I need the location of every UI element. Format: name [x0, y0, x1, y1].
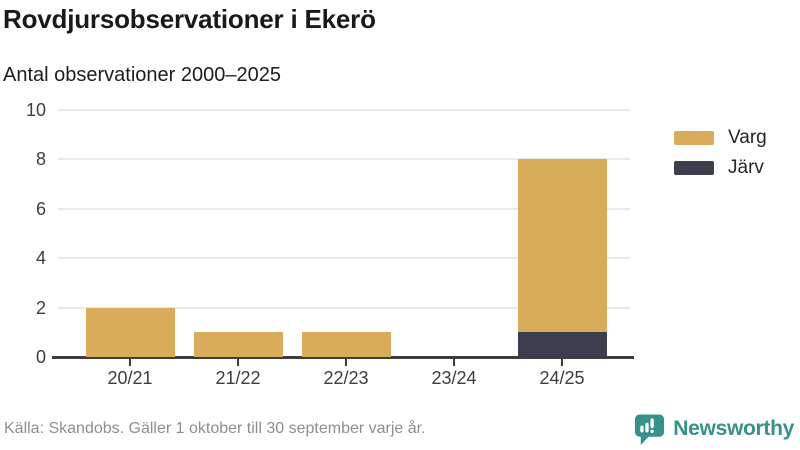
legend-label-järv: Järv — [728, 157, 764, 178]
gridline-y-6 — [58, 207, 630, 210]
bar-segment-varg-22-23 — [301, 332, 391, 357]
y-axis-label-4: 4 — [35, 248, 46, 269]
x-axis-label-23-24: 23/24 — [431, 368, 477, 388]
newsworthy-wordmark: Newsworthy — [673, 417, 794, 440]
x-axis-tick-21-22 — [237, 359, 239, 366]
x-axis-label-20-21: 20/21 — [107, 368, 153, 388]
gridline-y-4 — [58, 257, 630, 260]
bar-segment-varg-20-21 — [85, 307, 175, 357]
bar-segment-järv-24-25 — [517, 332, 607, 357]
legend-label-varg: Varg — [728, 127, 767, 148]
source-note: Källa: Skandobs. Gäller 1 oktober till 3… — [4, 420, 426, 437]
x-axis-label-21-22: 21/22 — [215, 368, 261, 388]
y-axis-label-10: 10 — [25, 100, 46, 120]
x-axis-label-22-23: 22/23 — [323, 368, 369, 388]
x-axis-tick-22-23 — [345, 359, 347, 366]
legend-swatch-järv — [674, 160, 714, 175]
y-axis-label-6: 6 — [35, 198, 46, 219]
x-axis-tick-20-21 — [129, 359, 131, 366]
bar-segment-varg-21-22 — [193, 332, 283, 357]
x-axis-label-24-25: 24/25 — [539, 368, 585, 388]
chart-subtitle: Antal observationer 2000–2025 — [3, 64, 281, 86]
newsworthy-icon — [635, 414, 665, 446]
y-axis-label-8: 8 — [35, 149, 46, 170]
gridline-y-10 — [58, 109, 630, 111]
chart-legend: Varg Järv — [674, 128, 767, 188]
gridline-y-2 — [58, 306, 630, 309]
x-axis-tick-23-24 — [453, 359, 455, 366]
legend-item-varg: Varg — [674, 128, 767, 147]
newsworthy-logo: Newsworthy — [633, 412, 794, 446]
bar-segment-varg-24-25 — [517, 159, 607, 333]
gridline-y-8 — [58, 158, 630, 161]
y-axis-label-0: 0 — [35, 347, 46, 367]
chart-title: Rovdjursobservationer i Ekerö — [3, 4, 376, 34]
legend-item-järv: Järv — [674, 158, 767, 177]
x-axis-tick-24-25 — [561, 359, 563, 366]
legend-swatch-varg — [674, 130, 714, 145]
x-axis-line — [52, 356, 634, 359]
y-axis-label-2: 2 — [35, 297, 46, 318]
